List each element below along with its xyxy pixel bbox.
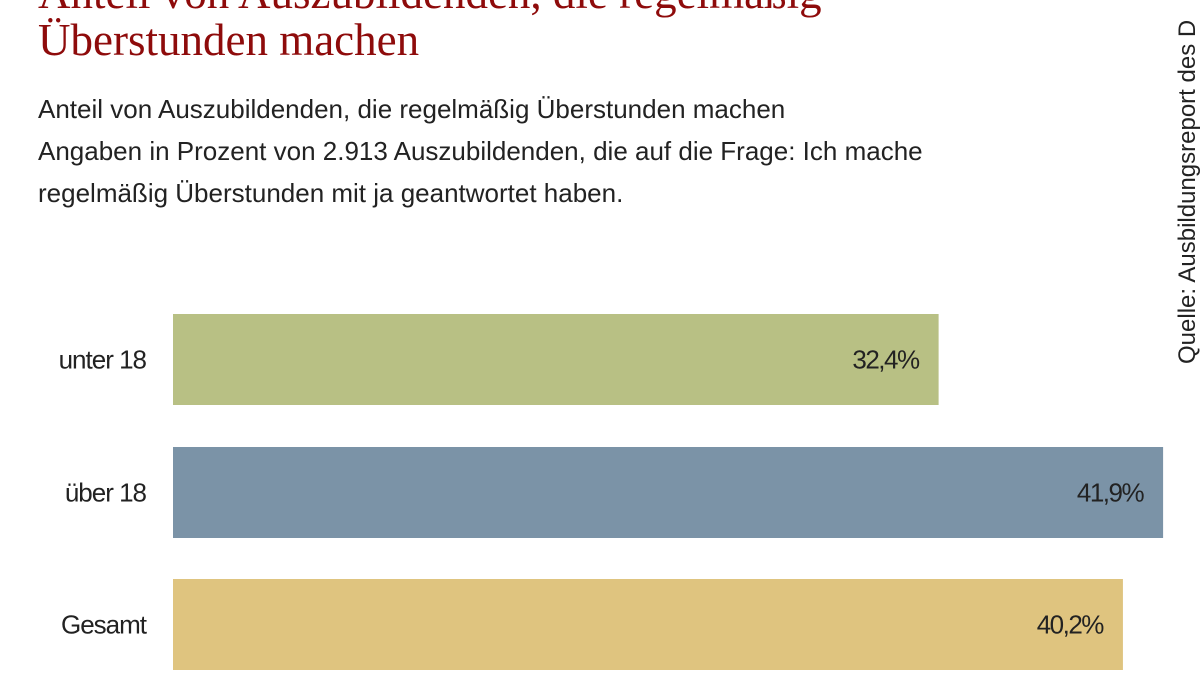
- category-label: unter 18: [59, 345, 147, 375]
- chart-subtitle: Anteil von Auszubildenden, die regelmäßi…: [38, 88, 1118, 214]
- value-label: 41,9%: [1077, 478, 1145, 508]
- category-label: Gesamt: [61, 610, 148, 640]
- subtitle-line-1: Anteil von Auszubildenden, die regelmäßi…: [38, 94, 786, 124]
- bar-1: [173, 447, 1164, 538]
- value-label: 32,4%: [852, 345, 920, 375]
- value-label: 40,2%: [1037, 610, 1105, 640]
- bar-0: [173, 314, 939, 405]
- chart-title: Anteil von Auszubildenden, die regelmäßi…: [38, 0, 822, 65]
- subtitle-line-2: Angaben in Prozent von 2.913 Auszubilden…: [38, 136, 923, 166]
- subtitle-line-3: regelmäßig Überstunden mit ja geantworte…: [38, 178, 624, 208]
- category-label: über 18: [65, 478, 147, 508]
- bar-2: [173, 579, 1123, 670]
